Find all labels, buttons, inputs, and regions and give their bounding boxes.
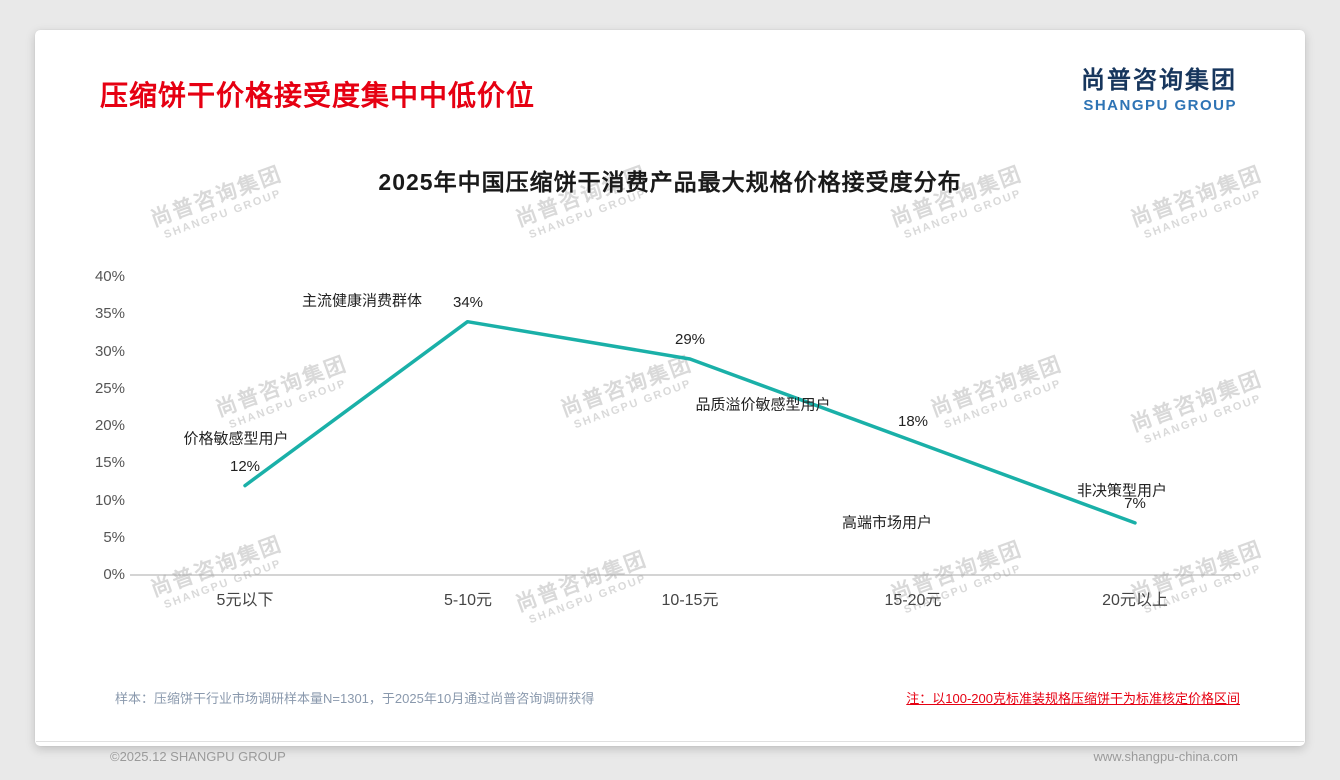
company-logo: 尚普咨询集团 SHANGPU GROUP bbox=[1081, 60, 1237, 114]
copyright-text: ©2025.12 SHANGPU GROUP bbox=[110, 749, 286, 764]
slide-card bbox=[35, 30, 1305, 746]
website-url: www.shangpu-china.com bbox=[1093, 749, 1238, 764]
logo-english-name: SHANGPU GROUP bbox=[1083, 97, 1237, 114]
footer-divider bbox=[36, 741, 1304, 742]
logo-chinese-name: 尚普咨询集团 bbox=[1081, 67, 1237, 94]
sample-note: 样本：压缩饼干行业市场调研样本量N=1301，于2025年10月通过尚普咨询调研… bbox=[115, 691, 595, 706]
page-title: 压缩饼干价格接受度集中中低价位 bbox=[100, 80, 536, 111]
price-range-note: 注：以100-200克标准装规格压缩饼干为标准核定价格区间 bbox=[906, 691, 1240, 706]
chart-title: 2025年中国压缩饼干消费产品最大规格价格接受度分布 bbox=[378, 169, 962, 195]
